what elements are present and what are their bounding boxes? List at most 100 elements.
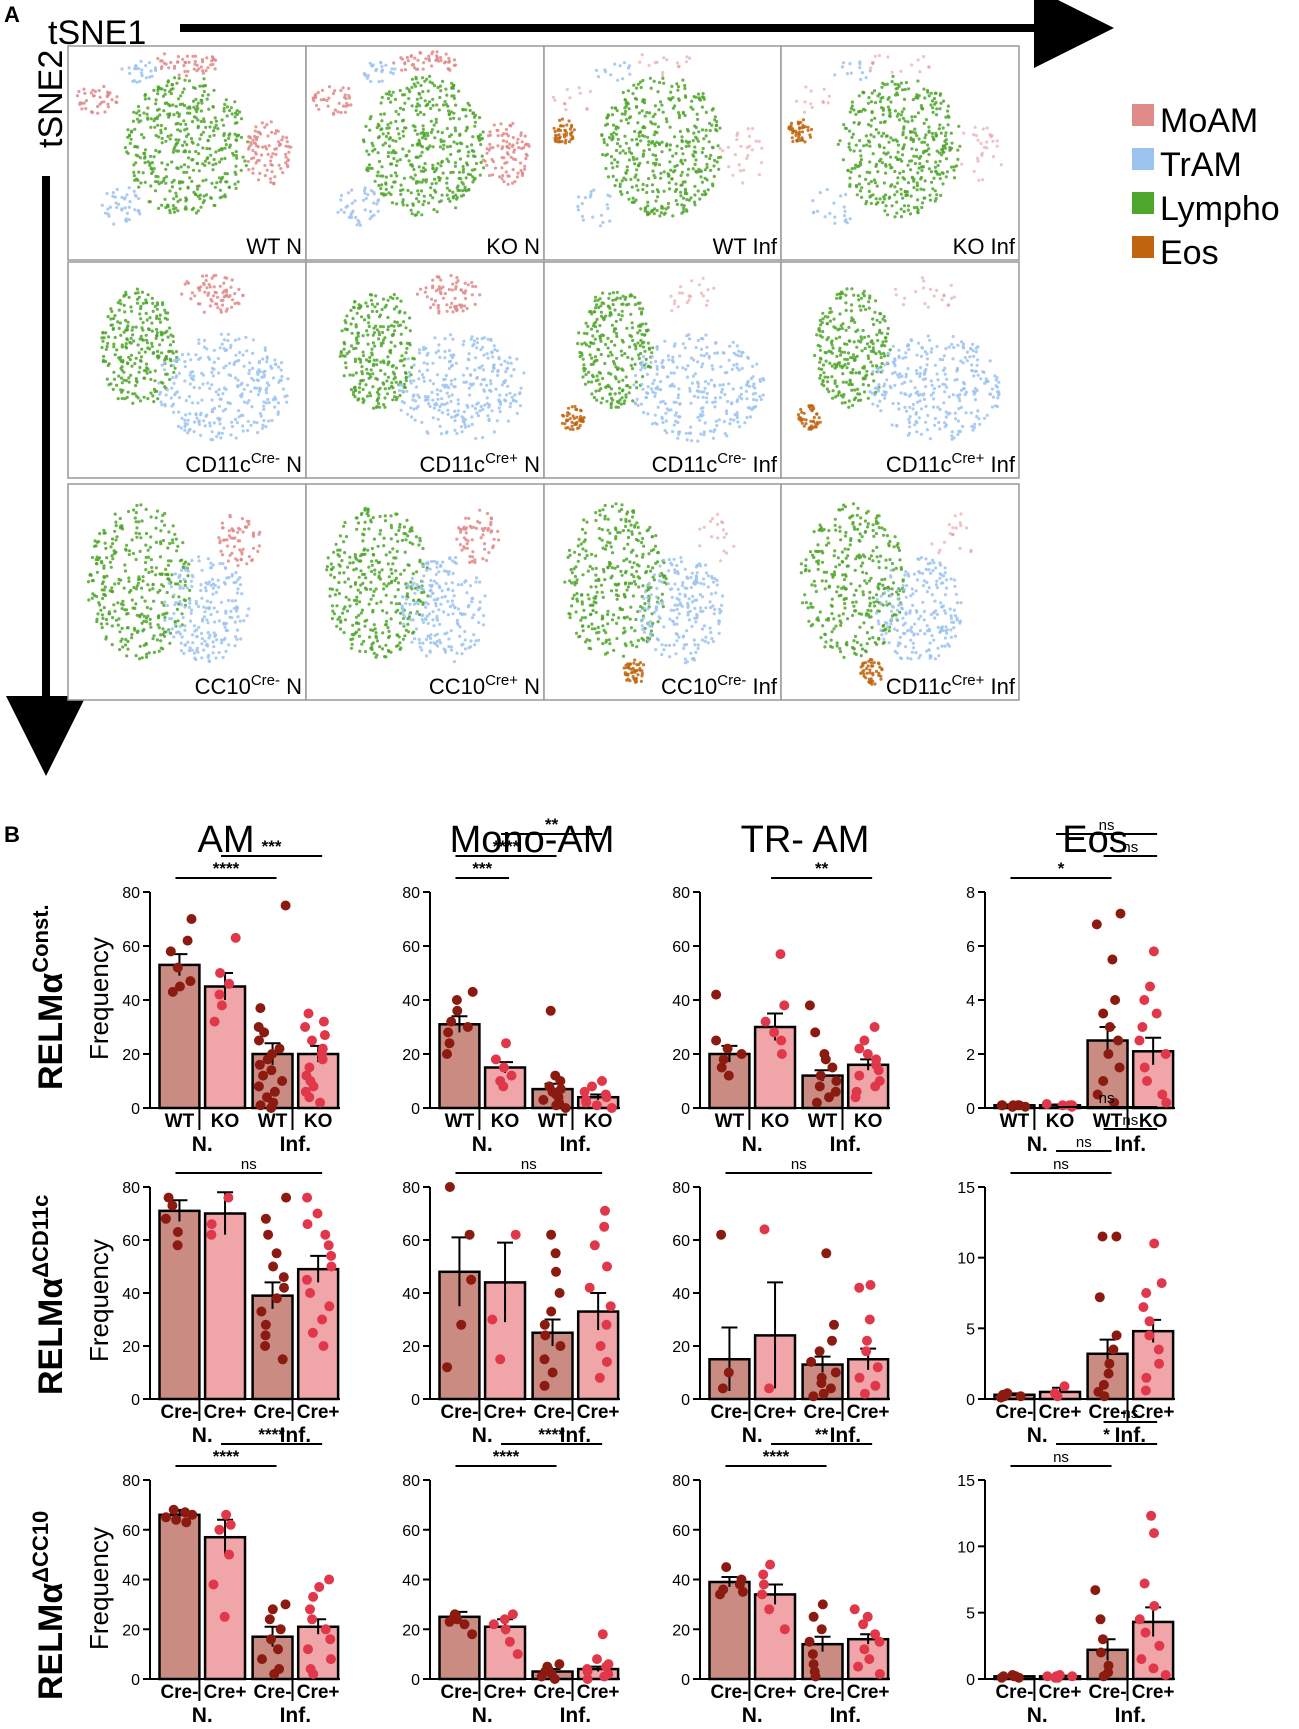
tsne-dot-ly (896, 150, 900, 154)
tsne-dot-tr (115, 205, 119, 210)
tsne-dot-mo (261, 145, 265, 149)
tsne-dot-ly (940, 148, 944, 152)
tsne-dot-tr (455, 413, 459, 417)
tsne-dot-ly (676, 88, 680, 92)
tsne-dot-ly (676, 85, 681, 89)
tsne-dot-ly (395, 174, 399, 178)
tsne-dot-ly (595, 374, 599, 378)
tsne-dot-ly (464, 129, 468, 133)
tsne-dot-mo (441, 296, 446, 300)
tsne-dot-ly (421, 178, 425, 182)
tsne-dot-ly (386, 298, 390, 302)
tsne-dot-tr (357, 220, 361, 224)
tsne-dot-tr (674, 400, 678, 404)
tsne-dot-ly (203, 159, 207, 163)
tsne-dot-ly (636, 178, 640, 182)
tsne-dot-ly (687, 144, 691, 148)
tsne-dot-ly (130, 309, 134, 313)
tsne-dot-tr (660, 415, 664, 419)
tsne-dot-tr (128, 71, 132, 76)
tsne-dot-ly (201, 130, 205, 134)
tsne-dot-tr (646, 412, 650, 416)
tsne-dot-ly (835, 354, 839, 358)
tsne-dot-tr (203, 338, 207, 343)
tsne-dot-ly (651, 139, 655, 144)
tsne-dot-ly (431, 81, 435, 85)
tsne-dot-tr (707, 354, 711, 359)
tsne-dot-tr (427, 402, 431, 406)
tsne-dot-ly (147, 328, 151, 332)
tsne-dot-ly (835, 296, 839, 300)
tsne-dot-ly (618, 151, 622, 155)
tsne-dot-ly (157, 649, 161, 653)
tsne-dot-mo (504, 127, 508, 132)
tsne-dot-ly (115, 383, 119, 387)
tsne-dot-tr (895, 423, 899, 427)
tsne-dot-ly (873, 116, 877, 120)
tsne-dot-ly (441, 103, 446, 107)
tsne-dot-ly (614, 365, 618, 369)
tsne-dot-ly (695, 112, 699, 116)
tsne-dot-eo (566, 411, 570, 415)
tsne-dot-ly (372, 358, 376, 362)
tsne-dot-mo (515, 141, 519, 145)
tsne-dot-mo (433, 299, 437, 303)
tsne-dot-tr (714, 419, 718, 423)
panel-a-label: A (4, 2, 20, 27)
tsne-dot-tr (344, 205, 348, 209)
tsne-dot-tr (653, 413, 657, 417)
tsne-dot-mo (757, 173, 762, 177)
tsne-dot-ly (922, 188, 926, 192)
tsne-dot-ly (708, 156, 712, 161)
tsne-dot-tr (124, 218, 128, 222)
tsne-dot-mo (914, 290, 918, 294)
tsne-dot-mo (257, 158, 261, 162)
tsne-dot-ly (183, 583, 187, 587)
tsne-dot-ly (604, 314, 608, 318)
tsne-dot-mo (251, 138, 255, 142)
tsne-dot-ly (357, 390, 361, 394)
tsne-dot-ly (931, 187, 935, 191)
tsne-dot-tr (273, 395, 277, 399)
tsne-dot-ly (861, 328, 865, 333)
tsne-dot-ly (403, 311, 407, 315)
tsne-dot-ly (412, 167, 416, 172)
tsne-dot-ly (436, 85, 440, 90)
tsne-dot-ly (456, 188, 460, 192)
tsne-dot-mo (437, 309, 441, 313)
tsne-dot-mo (331, 91, 335, 96)
tsne-dot-tr (176, 424, 181, 428)
tsne-dot-ly (642, 340, 646, 344)
tsne-dot-ly (694, 135, 698, 139)
tsne-dot-tr (508, 391, 512, 395)
tsne-label-tail: N (518, 452, 540, 477)
tsne-dot-ly (877, 143, 882, 147)
tsne-dot-ly (868, 195, 872, 199)
tsne-dot-ly (161, 338, 165, 342)
tsne-dot-ly (176, 200, 180, 204)
tsne-dot-ly (161, 301, 165, 305)
tsne-dot-eo (553, 129, 557, 134)
tsne-dot-tr (256, 431, 260, 435)
tsne-dot-ly (211, 163, 215, 167)
tsne-dot-ly (853, 358, 857, 362)
tsne-dot-ly (614, 331, 619, 336)
tsne-dot-eo (808, 425, 812, 430)
tsne-dot-ly (158, 320, 163, 324)
tsne-dot-ly (401, 147, 405, 151)
tsne-dot-ly (233, 115, 237, 119)
tsne-dot-ly (842, 123, 846, 127)
tsne-dot-tr (848, 62, 852, 66)
tsne-dot-ly (674, 151, 678, 156)
tsne-dot-ly (141, 171, 145, 175)
tsne-dot-ly (911, 98, 915, 102)
tsne-dot-ly (243, 159, 247, 163)
tsne-dot-ly (137, 185, 141, 189)
tsne-dot-ly (472, 115, 477, 119)
tsne-dot-ly (441, 171, 445, 175)
tsne-dot-mo (437, 275, 441, 279)
tsne-dot-ly (861, 382, 865, 387)
tsne-dot-tr (242, 387, 246, 391)
tsne-dot-ly (454, 129, 458, 133)
tsne-dot-ly (378, 313, 383, 317)
